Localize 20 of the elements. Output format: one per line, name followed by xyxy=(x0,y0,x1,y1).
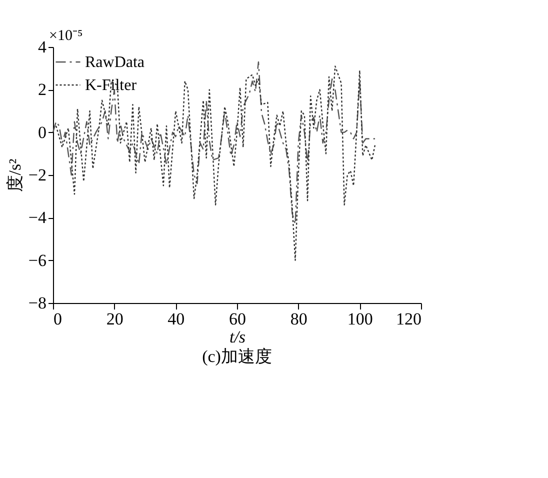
text: ×10⁻⁵ xyxy=(49,28,83,44)
x-tick-label: 120 xyxy=(396,310,422,328)
y-tick-label: −6 xyxy=(28,250,46,270)
x-tick-label: 80 xyxy=(290,310,308,328)
x-tick-label: 20 xyxy=(106,310,124,328)
x-tick-label: 40 xyxy=(168,310,185,328)
x-axis-title: t/s xyxy=(229,328,246,346)
y-tick-label: 4 xyxy=(38,38,47,56)
y-tick-label: −8 xyxy=(28,294,46,312)
y-tick-label: 0 xyxy=(38,122,46,142)
y-tick-label: −4 xyxy=(28,208,47,228)
legend-label: RawData xyxy=(85,54,145,71)
x-tick-label: 0 xyxy=(54,310,62,328)
y-tick-label: 2 xyxy=(38,80,46,100)
x-tick-label: 100 xyxy=(347,310,373,328)
legend-label: K-Filter xyxy=(85,77,138,94)
y-tick-label: −2 xyxy=(28,166,46,184)
x-tick-label: 60 xyxy=(229,310,246,328)
text: (c)加速度 xyxy=(202,347,272,366)
y-axis-title: 度/s² xyxy=(5,158,24,192)
